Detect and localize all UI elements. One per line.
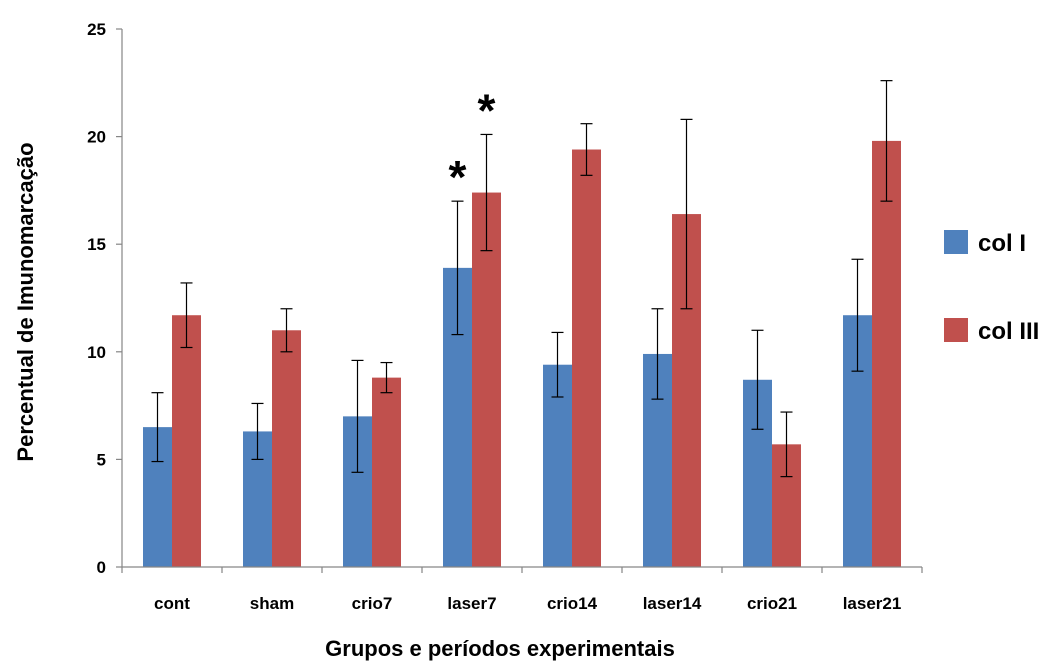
legend-swatch: [944, 230, 968, 254]
legend-label: col I: [978, 230, 1026, 257]
x-tick-label-laser7: laser7: [447, 594, 496, 613]
legend-swatch: [944, 318, 968, 342]
bar-col-iii-laser21: [872, 140, 901, 568]
significance-marker-col-iii: *: [478, 84, 496, 136]
significance-marker-col-i: *: [449, 151, 467, 203]
y-tick-label: 15: [87, 235, 106, 254]
y-tick-label: 10: [87, 343, 106, 362]
x-tick-label-crio14: crio14: [547, 594, 598, 613]
y-tick-label: 5: [97, 450, 106, 469]
x-tick-label-laser14: laser14: [643, 594, 702, 613]
error-bar-col-iii-crio14: [580, 123, 593, 176]
error-bar-col-iii-sham: [280, 308, 293, 353]
legend-label: col III: [978, 318, 1039, 345]
bar-col-iii-cont: [172, 315, 201, 567]
error-bar-col-i-laser14: [651, 308, 664, 400]
error-bar-col-i-cont: [151, 392, 164, 463]
error-bar-col-i-laser21: [851, 258, 864, 372]
error-bar-col-i-laser7: [451, 200, 464, 336]
error-bar-col-iii-cont: [180, 282, 193, 349]
y-tick-label: 25: [87, 20, 106, 39]
bar-col-iii-crio7: [372, 377, 401, 567]
error-bar-col-iii-crio21: [780, 411, 793, 478]
error-bar-col-iii-laser21: [880, 80, 893, 202]
y-tick-label: 20: [87, 128, 106, 147]
error-bar-col-iii-laser14: [680, 118, 693, 310]
y-tick-label: 0: [97, 558, 106, 577]
x-tick-label-cont: cont: [154, 594, 190, 613]
error-bar-col-iii-laser7: [480, 133, 493, 252]
error-bar-col-i-crio14: [551, 331, 564, 398]
x-axis-title: Grupos e períodos experimentais: [325, 636, 675, 661]
x-tick-label-laser21: laser21: [843, 594, 902, 613]
x-tick-label-crio21: crio21: [747, 594, 797, 613]
x-tick-label-crio7: crio7: [352, 594, 393, 613]
x-tick-label-sham: sham: [250, 594, 294, 613]
legend-item-col-i: col I: [944, 230, 1026, 257]
legend-item-col-iii: col III: [944, 318, 1039, 345]
bar-col-iii-laser7: [472, 192, 501, 567]
bar-col-i-crio14: [543, 364, 572, 567]
y-axis-title: Percentual de Imunomarcação: [13, 142, 38, 461]
error-bar-col-i-sham: [251, 402, 264, 460]
error-bar-col-iii-crio7: [380, 361, 393, 394]
bar-col-iii-sham: [272, 330, 301, 567]
bar-col-iii-crio14: [572, 149, 601, 567]
error-bar-col-i-crio7: [351, 359, 364, 473]
error-bar-col-i-crio21: [751, 329, 764, 430]
